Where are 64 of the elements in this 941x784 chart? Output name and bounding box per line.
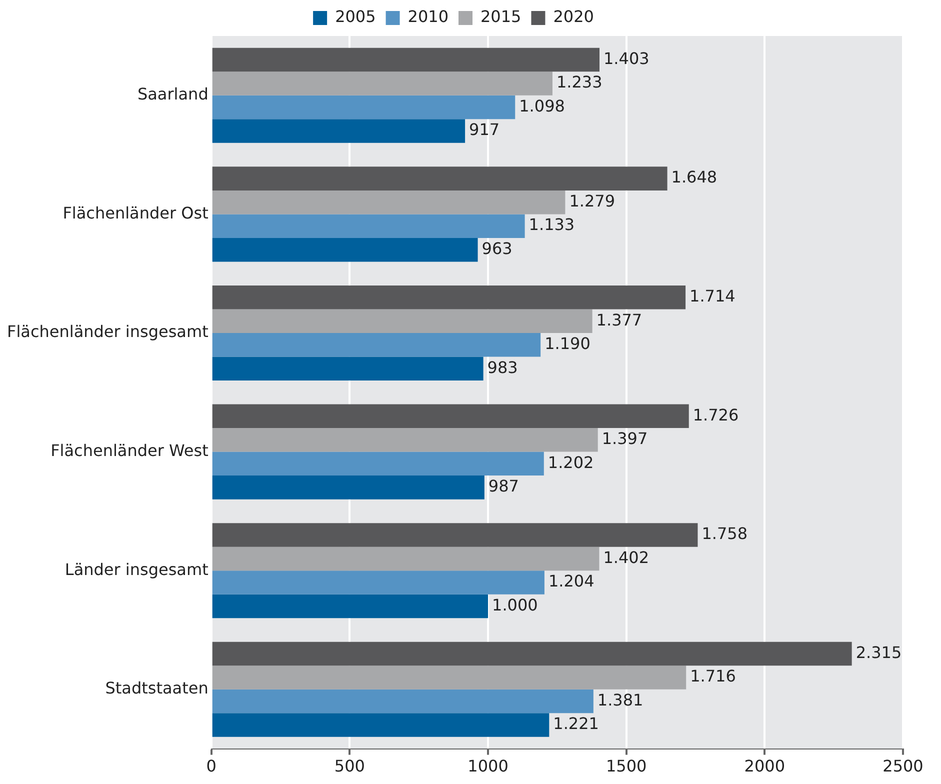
data-label: 1.381 (597, 690, 644, 710)
legend-label: 2015 (480, 7, 522, 26)
bar (212, 594, 488, 618)
data-label: 1.098 (519, 96, 565, 116)
legend-label: 2020 (553, 7, 594, 26)
bar (212, 214, 525, 238)
y-tick-label: Länder insgesamt (64, 560, 208, 579)
data-label: 1.402 (603, 548, 650, 567)
data-label: 1.758 (702, 524, 748, 544)
y-tick-label: Stadtstaaten (105, 678, 208, 698)
data-label: 1.714 (690, 286, 736, 306)
y-tick-label: Flächenländer Ost (62, 203, 208, 222)
x-tick-label: 1500 (606, 756, 647, 776)
x-tick-label: 1000 (468, 756, 508, 776)
data-label: 2.315 (856, 642, 902, 662)
data-label: 1.221 (553, 714, 599, 734)
bar (212, 190, 566, 214)
bar (212, 546, 600, 571)
y-tick-label: Flächenländer West (50, 440, 208, 460)
data-label: 1.397 (602, 429, 648, 448)
bar (212, 689, 594, 714)
data-label: 1.133 (528, 215, 575, 234)
bar (212, 119, 466, 143)
bar (212, 333, 541, 357)
data-label: 1.377 (596, 310, 642, 330)
y-tick-label: Saarland (137, 84, 208, 104)
legend-label: 2010 (408, 7, 448, 26)
bar (212, 404, 689, 428)
y-tick-label: Flächenländer insgesamt (6, 322, 208, 342)
data-label: 1.716 (690, 666, 736, 686)
data-label: 983 (487, 358, 518, 377)
data-label: 1.726 (692, 405, 739, 424)
x-tick-label: 2000 (744, 756, 786, 776)
data-label: 1.000 (492, 595, 538, 614)
data-label: 917 (469, 120, 500, 140)
data-label: 1.190 (544, 334, 590, 354)
bar (212, 452, 544, 476)
bar (212, 523, 698, 547)
bar (212, 48, 600, 72)
bar (212, 642, 852, 666)
data-label: 963 (482, 238, 512, 258)
x-tick-label: 0 (206, 756, 216, 776)
data-label: 1.279 (569, 191, 616, 210)
bar (212, 666, 686, 690)
bar (212, 95, 516, 120)
bar (212, 713, 550, 737)
x-tick-label: 2500 (882, 756, 924, 776)
data-label: 1.648 (671, 168, 718, 187)
x-tick-label: 500 (334, 756, 365, 776)
bar (212, 285, 686, 310)
data-label: 1.403 (604, 48, 650, 68)
bar (212, 72, 552, 96)
bar (212, 238, 478, 262)
legend-label: 2005 (335, 7, 376, 26)
data-label: 1.204 (548, 572, 594, 591)
data-label: 1.202 (548, 452, 594, 472)
bar (212, 166, 668, 190)
data-label: 987 (488, 476, 519, 496)
data-label: 1.233 (556, 72, 602, 92)
bar (212, 428, 598, 452)
bar (212, 570, 544, 594)
bar (212, 476, 484, 500)
bar (212, 356, 484, 381)
bar (212, 309, 592, 333)
